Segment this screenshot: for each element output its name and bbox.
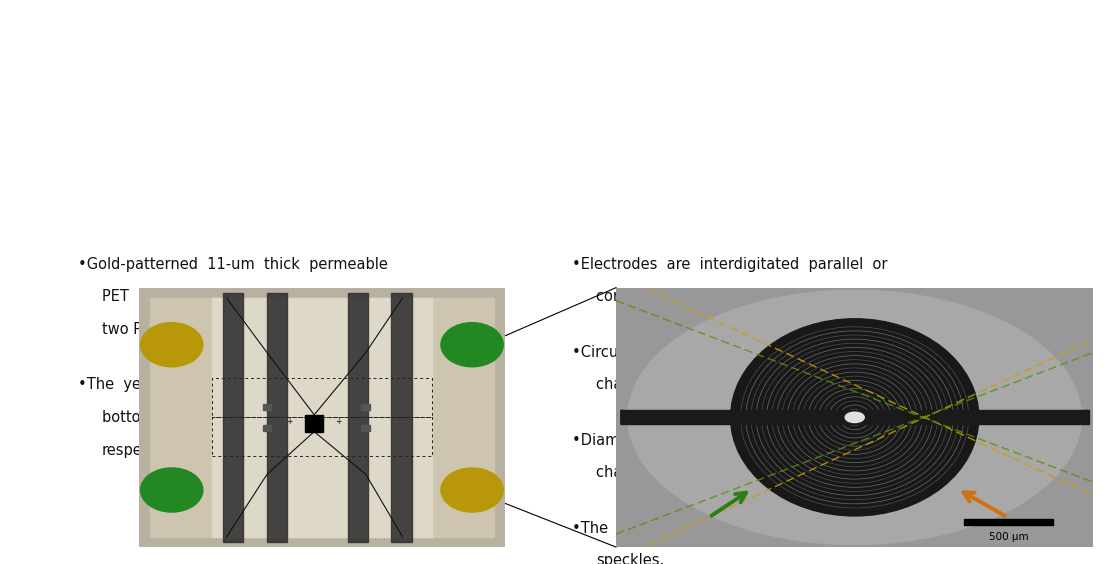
Bar <box>620 411 1089 424</box>
Ellipse shape <box>628 290 1081 544</box>
Circle shape <box>441 323 503 367</box>
Bar <box>965 519 1052 525</box>
Text: •Circular  array  is  ceiling  of  the  bottom: •Circular array is ceiling of the bottom <box>572 345 882 360</box>
Polygon shape <box>620 411 722 424</box>
Text: concentric arrays.: concentric arrays. <box>596 289 728 305</box>
Text: two PDMS microfluidic networks.: two PDMS microfluidic networks. <box>102 322 342 337</box>
Polygon shape <box>988 411 1089 424</box>
Bar <box>362 425 371 431</box>
Bar <box>392 293 412 542</box>
Bar <box>266 293 287 542</box>
Bar <box>347 293 367 542</box>
Ellipse shape <box>730 319 979 516</box>
Bar <box>223 293 243 542</box>
Text: respectively.: respectively. <box>102 443 194 458</box>
Circle shape <box>441 468 503 512</box>
Bar <box>362 404 371 410</box>
Text: speckles.: speckles. <box>596 553 664 564</box>
Text: 500 μm: 500 μm <box>989 531 1029 541</box>
Text: bottom  and  top  microfluidic  channels,: bottom and top microfluidic channels, <box>102 410 400 425</box>
Text: +: + <box>335 417 342 426</box>
Text: +: + <box>285 417 292 426</box>
Bar <box>263 425 271 431</box>
Circle shape <box>141 468 203 512</box>
Text: •The  1.2  μm  pores  appear  as  black: •The 1.2 μm pores appear as black <box>572 521 858 536</box>
Text: PET  membrane  suspended  between: PET membrane suspended between <box>102 289 381 305</box>
Text: channel (yellow).: channel (yellow). <box>596 377 722 393</box>
Bar <box>212 298 432 537</box>
Text: •Electrodes  are  interdigitated  parallel  or: •Electrodes are interdigitated parallel … <box>572 257 887 272</box>
Text: •The  yellow  and  green  denotes  the: •The yellow and green denotes the <box>78 377 360 393</box>
Bar <box>263 404 271 410</box>
Bar <box>305 415 323 431</box>
Text: channel (green).: channel (green). <box>596 465 717 481</box>
Text: •Diamond  array  is  floor  of  the  top: •Diamond array is floor of the top <box>572 433 848 448</box>
Text: •Gold-patterned  11-um  thick  permeable: •Gold-patterned 11-um thick permeable <box>78 257 387 272</box>
Circle shape <box>845 412 865 422</box>
Circle shape <box>141 323 203 367</box>
